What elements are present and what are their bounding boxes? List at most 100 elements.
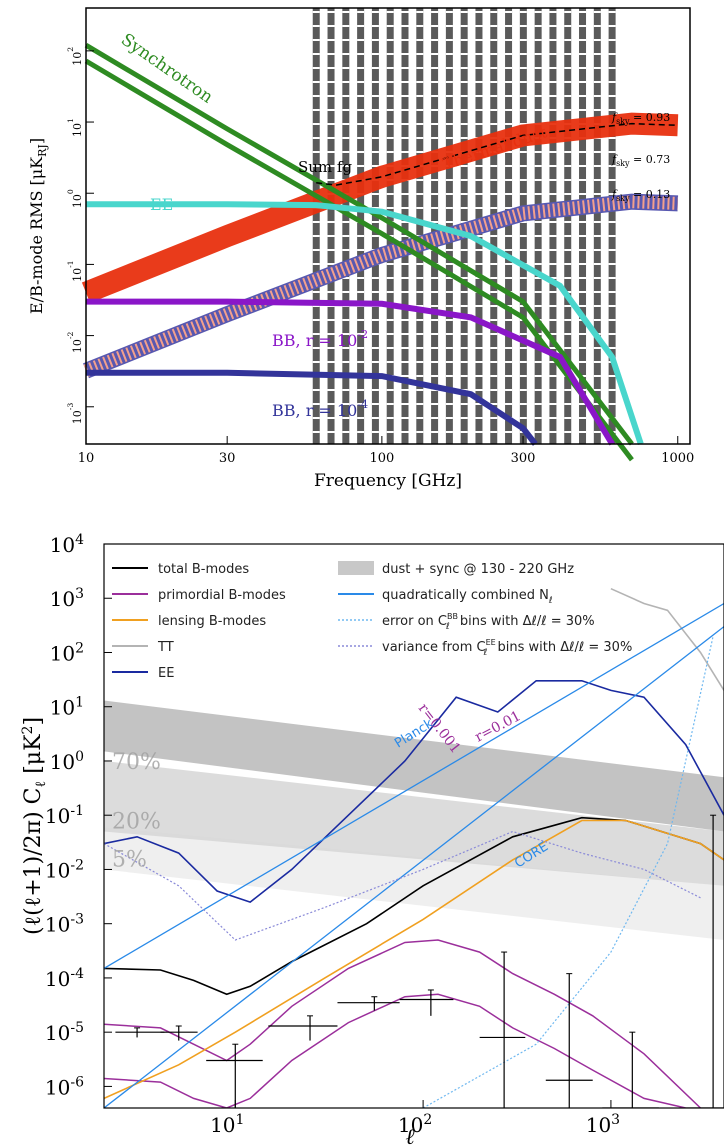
y-tick-label: 10-5 xyxy=(45,1020,84,1045)
frequency-band xyxy=(593,8,601,444)
y-tick-label: 101 xyxy=(50,695,84,720)
b-mode-power-spectrum-chart: 101 102 103 ℓ 10-6 10-5 10-4 10-3 10-2 10-1 100 101… xyxy=(20,532,724,1147)
bb-r1e-2-label: BB, r = 10-2 xyxy=(272,328,368,350)
frequency-band xyxy=(534,8,542,444)
dust-band-label: 70% xyxy=(112,750,161,775)
x-axis-label: ℓ xyxy=(405,1125,415,1147)
x-axis: 10 30 100 300 1000 Frequency [GHz] xyxy=(78,436,694,491)
y-tick-label: 10-4 xyxy=(45,966,84,991)
y-tick-label: 100 xyxy=(66,189,84,208)
series-ee xyxy=(104,680,724,903)
plot-frame xyxy=(85,7,691,445)
y-tick-label: 102 xyxy=(50,640,84,665)
frequency-band xyxy=(564,8,572,444)
series-primordial-b-modes-r-0-01- xyxy=(104,939,702,1108)
error-bar xyxy=(115,1027,165,1038)
frequency-band xyxy=(549,8,557,444)
error-bar xyxy=(337,996,400,1011)
x-tick-label: 1000 xyxy=(661,451,694,466)
y-tick-label: 104 xyxy=(50,532,84,557)
frequency-band xyxy=(445,8,453,444)
y-tick-label: 10-3 xyxy=(45,912,84,937)
fsky-label: fsky = 0.93 xyxy=(611,111,670,126)
y-tick-label: 10-1 xyxy=(45,803,84,828)
error-bar xyxy=(268,1015,338,1041)
error-bar xyxy=(399,989,454,1016)
frequency-band xyxy=(357,8,365,444)
y-tick-label: 103 xyxy=(50,586,84,611)
y-axis: 10-3 10-2 10-1 100 101 102 E/B-mode RMS [μKRJ] xyxy=(27,47,94,425)
synchrotron-line xyxy=(84,43,634,446)
error-bar xyxy=(479,951,526,1108)
dust-band-2 xyxy=(104,827,724,941)
y-tick-label: 10-3 xyxy=(66,403,84,425)
y-tick-label: 102 xyxy=(66,47,84,66)
frequency-band xyxy=(579,8,587,444)
legend-label: quadratically combined Nℓ xyxy=(382,588,553,606)
x-axis-label: Frequency [GHz] xyxy=(314,471,462,491)
frequency-band xyxy=(505,8,513,444)
legend-label: TT xyxy=(157,640,174,655)
series-error-on-c-l-bb-bins xyxy=(422,636,714,1108)
x-tick-label: 100 xyxy=(369,451,394,466)
series-core xyxy=(104,626,724,1108)
x-tick-label: 10 xyxy=(78,451,95,466)
frequency-band xyxy=(416,8,424,444)
bb-r1e-4-label: BB, r = 10-4 xyxy=(272,398,368,420)
error-bar xyxy=(160,1025,198,1041)
plot-frame xyxy=(103,543,724,1109)
legend-label: total B-modes xyxy=(158,562,249,577)
x-tick-label: 103 xyxy=(586,1112,620,1137)
legend-label: variance from CEE ℓ bins with Δℓ/ℓ = 30% xyxy=(382,638,632,658)
legend: total B-modes primordial B-modes lensing B… xyxy=(112,561,632,681)
ee-label: EE xyxy=(150,195,173,214)
y-axis-label: (ℓ(ℓ+1)/2π) Cℓ [μK2] xyxy=(20,717,49,935)
series-primordial-b-modes-r-0-001- xyxy=(104,993,686,1108)
frequency-band xyxy=(327,8,335,444)
y-tick-label: 100 xyxy=(50,749,84,774)
y-tick-label: 10-1 xyxy=(66,260,84,282)
frequency-band xyxy=(312,8,320,444)
legend-label: error on CBB ℓ bins with Δℓ/ℓ = 30% xyxy=(382,612,595,632)
frequency-band xyxy=(342,8,350,444)
y-tick-label: 10-2 xyxy=(45,857,84,882)
x-axis: 101 102 103 ℓ xyxy=(210,1100,620,1147)
y-axis: 10-6 10-5 10-4 10-3 10-2 10-1 100 101 102 103 104 (… xyxy=(20,532,112,1099)
frequency-band xyxy=(386,8,394,444)
error-bar xyxy=(206,1043,263,1108)
legend-swatch xyxy=(338,561,374,575)
series-variance-from-c-l-ee-bins xyxy=(104,830,701,941)
frequency-band xyxy=(519,8,527,444)
legend-label: dust + sync @ 130 - 220 GHz xyxy=(382,562,574,577)
ee-line xyxy=(86,201,644,445)
dust-band-1 xyxy=(104,760,724,886)
bb-r1e-4-line xyxy=(86,369,538,446)
synchrotron-line-low xyxy=(84,58,634,462)
x-tick-label: 30 xyxy=(219,451,236,466)
fsky-label: fsky = 0.13 xyxy=(611,188,670,203)
series-planck xyxy=(104,602,724,969)
series-tt xyxy=(610,587,724,691)
frequency-band xyxy=(401,8,409,444)
x-tick-label: 102 xyxy=(398,1112,432,1137)
sum-fg-line xyxy=(316,122,678,186)
error-bar xyxy=(545,973,593,1108)
dust-band-0 xyxy=(104,700,724,832)
dust-band-label: 5% xyxy=(112,847,147,872)
y-axis-label: E/B-mode RMS [μKRJ] xyxy=(27,138,49,314)
dust-band-label: 20% xyxy=(112,809,161,834)
error-bar xyxy=(602,1031,659,1108)
plot-area xyxy=(81,8,690,462)
y-tick-label: 10-2 xyxy=(66,331,84,353)
frequency-band xyxy=(608,8,616,444)
x-tick-label: 101 xyxy=(210,1112,244,1137)
sum-fg-label: Sum fg xyxy=(298,158,352,176)
series-lensing-b-modes xyxy=(104,819,724,1100)
error-bar xyxy=(685,814,724,1108)
y-tick-label: 101 xyxy=(66,118,84,137)
legend-label: EE xyxy=(158,666,174,681)
r001-label: r=0.01 xyxy=(472,708,523,745)
legend-label: lensing B-modes xyxy=(158,614,266,629)
